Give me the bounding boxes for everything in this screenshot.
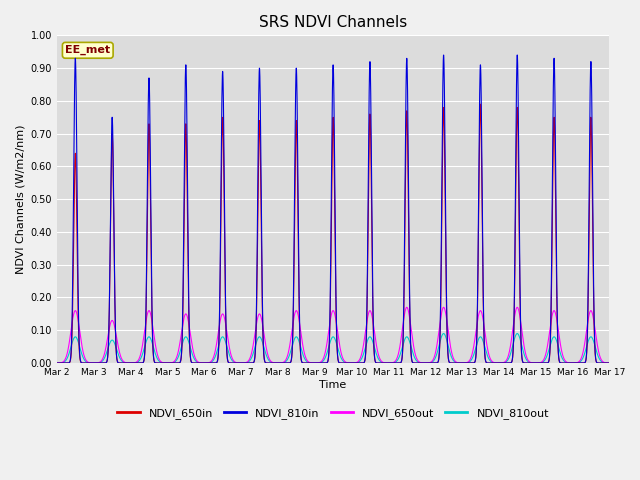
- Text: EE_met: EE_met: [65, 45, 110, 55]
- X-axis label: Time: Time: [319, 380, 347, 390]
- Title: SRS NDVI Channels: SRS NDVI Channels: [259, 15, 407, 30]
- Y-axis label: NDVI Channels (W/m2/nm): NDVI Channels (W/m2/nm): [15, 124, 25, 274]
- Legend: NDVI_650in, NDVI_810in, NDVI_650out, NDVI_810out: NDVI_650in, NDVI_810in, NDVI_650out, NDV…: [113, 403, 554, 423]
